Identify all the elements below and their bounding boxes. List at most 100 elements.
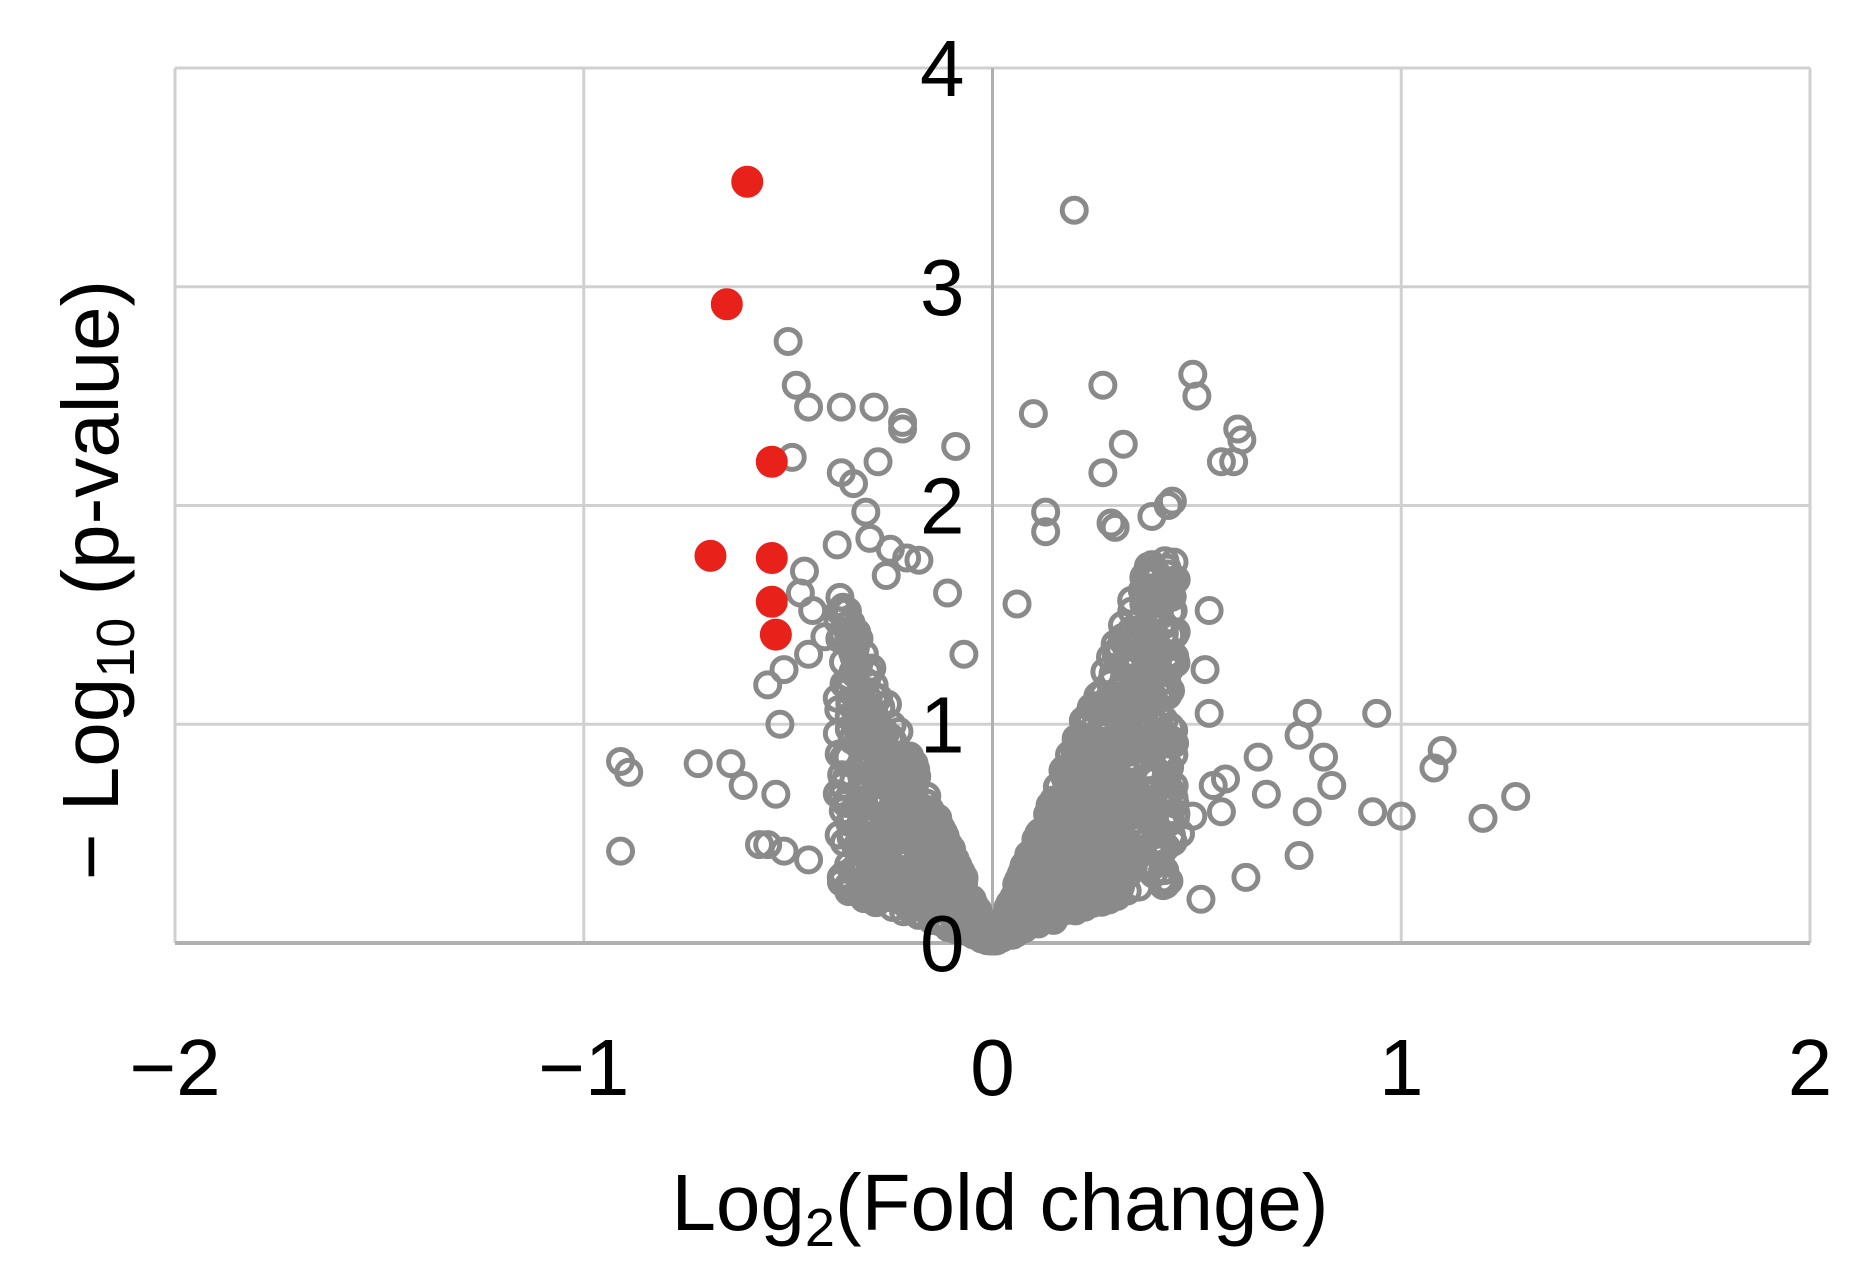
data-point-gray bbox=[1292, 797, 1322, 827]
data-point-gray bbox=[941, 431, 971, 461]
data-point-gray bbox=[1251, 779, 1281, 809]
data-point-gray bbox=[1058, 829, 1088, 859]
data-point-gray bbox=[1002, 589, 1032, 619]
data-point-gray bbox=[827, 781, 857, 811]
data-point-gray bbox=[900, 786, 930, 816]
data-point-gray bbox=[1136, 707, 1166, 737]
data-point-gray bbox=[1140, 564, 1170, 594]
data-point-gray bbox=[753, 670, 783, 700]
data-point-gray bbox=[1122, 822, 1152, 852]
data-point-gray bbox=[1219, 447, 1249, 477]
data-point-significant bbox=[731, 165, 764, 198]
data-point-gray bbox=[1243, 742, 1273, 772]
data-point-gray bbox=[1025, 817, 1055, 847]
data-point-gray bbox=[1031, 497, 1061, 527]
data-point-gray bbox=[851, 497, 881, 527]
data-point-gray bbox=[836, 823, 866, 853]
data-point-gray bbox=[1100, 512, 1130, 542]
x-tick-label: −1 bbox=[538, 1023, 629, 1112]
data-point-gray bbox=[900, 770, 930, 800]
y-tick-label: 1 bbox=[920, 680, 965, 769]
data-point-gray bbox=[868, 747, 898, 777]
y-tick-label: 3 bbox=[920, 243, 965, 332]
y-axis-title: − Log10 (p-value) bbox=[46, 280, 146, 880]
data-point-gray bbox=[839, 469, 869, 499]
data-point-gray bbox=[1088, 458, 1118, 488]
data-point-gray bbox=[853, 696, 883, 726]
data-point-gray bbox=[1178, 801, 1208, 831]
data-point-gray bbox=[871, 561, 901, 590]
data-point-gray bbox=[975, 923, 1005, 953]
y-tick-label: 4 bbox=[920, 24, 965, 113]
data-point-gray bbox=[936, 885, 966, 915]
data-point-gray bbox=[1137, 501, 1167, 531]
data-point-gray bbox=[1031, 517, 1061, 547]
data-point-gray bbox=[1026, 906, 1056, 936]
data-point-gray bbox=[794, 845, 824, 875]
data-point-gray bbox=[822, 530, 852, 560]
data-point-gray bbox=[1284, 841, 1314, 870]
data-point-gray bbox=[1151, 870, 1181, 900]
data-point-gray bbox=[868, 715, 898, 745]
data-point-gray bbox=[798, 596, 828, 625]
data-point-gray bbox=[1117, 749, 1147, 779]
data-point-gray bbox=[1144, 679, 1174, 709]
data-point-gray bbox=[1419, 753, 1449, 783]
data-point-gray bbox=[753, 830, 783, 860]
data-point-gray bbox=[1096, 508, 1126, 538]
data-point-gray bbox=[1107, 610, 1137, 640]
data-point-gray bbox=[916, 830, 946, 860]
data-point-gray bbox=[822, 683, 852, 713]
data-point-gray bbox=[1059, 760, 1089, 790]
data-point-gray bbox=[1190, 655, 1220, 685]
data-point-gray bbox=[1194, 698, 1224, 728]
data-point-gray bbox=[1198, 771, 1228, 800]
data-point-gray bbox=[1040, 884, 1070, 914]
data-point-gray bbox=[1054, 795, 1084, 825]
data-point-gray bbox=[1284, 720, 1314, 750]
data-point-gray bbox=[875, 796, 905, 826]
data-point-gray bbox=[1018, 399, 1048, 429]
y-axis-title-rest: (p-value) bbox=[46, 280, 135, 618]
data-point-gray bbox=[769, 836, 799, 866]
data-point-gray bbox=[826, 862, 856, 892]
data-point-gray bbox=[761, 779, 791, 809]
data-point-gray bbox=[1108, 429, 1138, 459]
data-point-gray bbox=[1149, 610, 1179, 640]
data-point-gray bbox=[1113, 782, 1143, 812]
non-significant-points bbox=[606, 195, 1531, 956]
data-point-gray bbox=[794, 639, 824, 669]
data-point-gray bbox=[1148, 748, 1178, 778]
x-axis-title-subscript: 2 bbox=[805, 1198, 835, 1258]
y-tick-label: 0 bbox=[920, 899, 965, 988]
data-point-gray bbox=[728, 771, 758, 800]
data-point-gray bbox=[1468, 803, 1498, 833]
data-point-gray bbox=[932, 848, 962, 878]
data-point-gray bbox=[851, 667, 881, 697]
data-point-gray bbox=[933, 578, 963, 608]
data-point-gray bbox=[1194, 596, 1224, 625]
y-tick-label: 2 bbox=[920, 462, 965, 551]
data-point-gray bbox=[1152, 767, 1182, 797]
data-point-significant bbox=[755, 542, 788, 574]
y-axis-title-subscript: 10 bbox=[86, 618, 146, 678]
y-tick-labels: 0 1 2 3 4 bbox=[920, 24, 965, 988]
data-point-gray bbox=[904, 545, 934, 575]
data-point-gray bbox=[949, 639, 979, 669]
data-point-gray bbox=[1157, 486, 1187, 516]
data-point-gray bbox=[1096, 745, 1126, 775]
data-point-gray bbox=[1086, 876, 1116, 906]
data-point-gray bbox=[765, 709, 795, 739]
data-point-significant bbox=[755, 585, 788, 618]
data-point-gray bbox=[853, 684, 883, 714]
data-point-gray bbox=[992, 904, 1022, 934]
data-point-gray bbox=[1386, 801, 1416, 831]
data-point-gray bbox=[1309, 742, 1339, 772]
data-point-gray bbox=[912, 816, 942, 846]
data-point-gray bbox=[856, 782, 886, 812]
data-point-gray bbox=[1206, 797, 1236, 827]
x-tick-label: −2 bbox=[129, 1023, 220, 1112]
data-point-gray bbox=[683, 749, 713, 779]
data-point-gray bbox=[888, 414, 918, 444]
